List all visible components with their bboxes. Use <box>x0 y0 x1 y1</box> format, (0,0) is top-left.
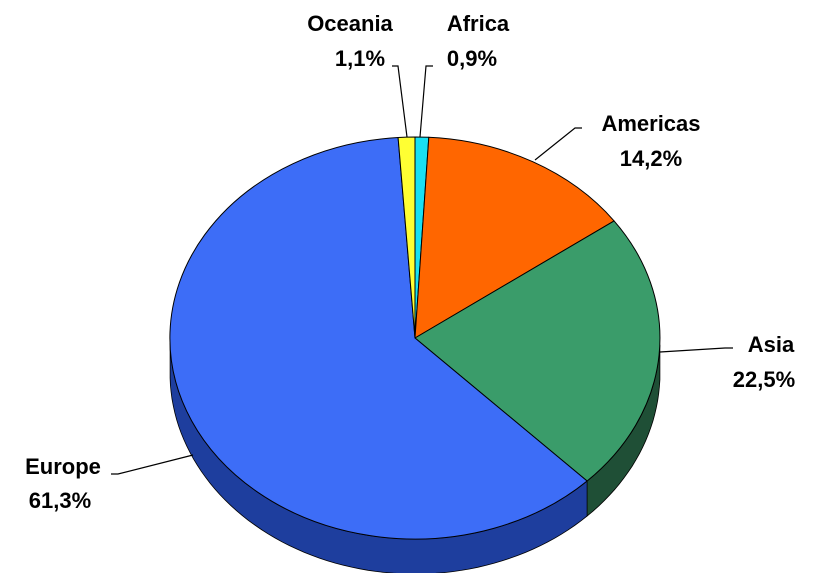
category-label-asia: Asia <box>748 332 795 357</box>
pie-slice-asia <box>414 220 661 482</box>
leader-line-americas <box>534 127 582 161</box>
category-label-europe: Europe <box>25 454 101 479</box>
category-label-oceania: Oceania <box>307 11 393 36</box>
pie-slices <box>169 136 661 540</box>
value-label-oceania: 1,1% <box>335 46 385 71</box>
leader-lines <box>111 65 733 475</box>
value-label-europe: 61,3% <box>29 488 91 513</box>
label-europe: Europe 61,3% <box>25 454 101 513</box>
value-label-africa: 0,9% <box>447 46 497 71</box>
label-americas: Americas 14,2% <box>601 111 700 171</box>
leader-line-europe <box>111 454 194 475</box>
leader-line-africa <box>419 65 433 138</box>
category-label-americas: Americas <box>601 111 700 136</box>
pie-slice-americas <box>414 136 615 339</box>
pie-slice-oceania <box>397 136 416 339</box>
leader-line-asia <box>659 347 733 353</box>
label-asia: Asia 22,5% <box>733 332 795 392</box>
category-label-africa: Africa <box>447 11 510 36</box>
label-africa: Africa 0,9% <box>447 11 510 71</box>
label-oceania: Oceania 1,1% <box>307 11 393 71</box>
value-label-americas: 14,2% <box>620 146 682 171</box>
value-label-asia: 22,5% <box>733 367 795 392</box>
pie-slice-europe <box>169 137 588 540</box>
leader-line-oceania <box>392 65 408 138</box>
